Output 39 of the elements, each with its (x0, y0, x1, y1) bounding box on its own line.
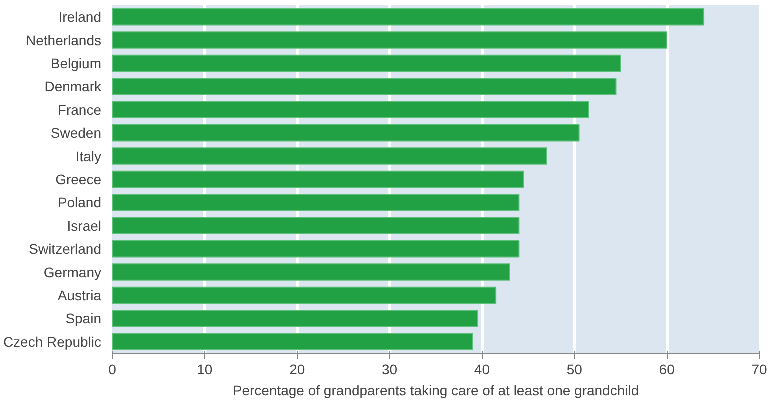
bar (112, 148, 548, 165)
bar (112, 240, 520, 258)
bar (112, 333, 474, 351)
x-tick-label: 0 (108, 362, 117, 378)
y-tick-label: Germany (44, 264, 102, 280)
y-tick-label: Czech Republic (3, 334, 102, 350)
bar (112, 54, 622, 72)
x-tick-label: 10 (197, 362, 213, 378)
bar (112, 194, 520, 212)
y-tick-label: Austria (58, 288, 102, 304)
bar (112, 8, 705, 26)
y-tick-label: Sweden (50, 125, 102, 142)
bar (112, 264, 510, 281)
bar (112, 286, 497, 304)
y-tick-label: Netherlands (26, 32, 102, 48)
y-tick-label: Israel (67, 218, 102, 234)
bar (112, 78, 617, 96)
x-tick-label: 70 (752, 362, 768, 378)
bar (112, 217, 520, 235)
x-tick-label: 30 (382, 362, 398, 378)
y-tick-label: Belgium (50, 56, 102, 72)
y-tick-label: Italy (76, 148, 102, 164)
y-tick-label: Switzerland (29, 241, 102, 258)
y-tick-label: Ireland (58, 9, 102, 26)
y-tick-label: France (58, 102, 102, 118)
bar (112, 124, 580, 142)
y-tick-label: Denmark (44, 78, 102, 95)
x-tick-label: 50 (566, 362, 583, 378)
x-axis-title: Percentage of grandparents taking care of at least one grandchild (232, 382, 640, 398)
y-tick-label: Poland (58, 194, 102, 211)
y-tick-label: Greece (56, 172, 102, 188)
x-tick-label: 40 (474, 362, 490, 378)
bar (112, 101, 590, 119)
bar (112, 310, 478, 328)
x-tick-label: 60 (659, 362, 676, 378)
bar (112, 170, 524, 188)
x-tick-label: 20 (290, 362, 306, 378)
y-tick-label: Spain (66, 310, 102, 327)
bar (112, 32, 668, 49)
